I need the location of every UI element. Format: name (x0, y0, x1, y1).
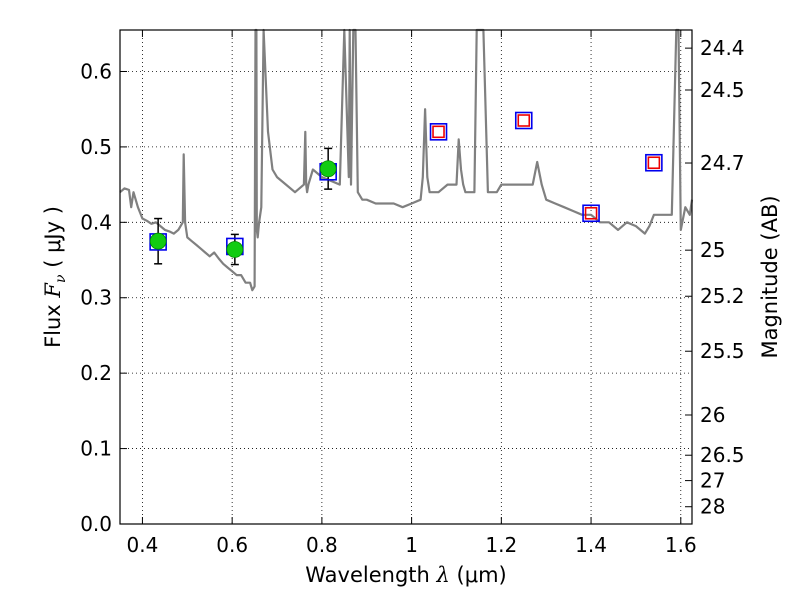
model-band-marker (645, 153, 663, 172)
model-band-marker (514, 111, 533, 130)
x-tick-label: 1.4 (575, 533, 607, 557)
model-band-marker (582, 204, 600, 223)
y-tick-label: 0.0 (80, 512, 112, 536)
x-tick-label: 1.2 (485, 533, 517, 557)
predicted-marker (584, 206, 598, 220)
observed-point (226, 241, 244, 258)
y2-tick-label: 24.4 (700, 36, 745, 60)
y-tick-label: 0.3 (80, 286, 112, 310)
chart-series (119, 28, 694, 292)
y2-tick-label: 24.7 (700, 151, 745, 175)
y2-tick-label: 24.5 (700, 78, 745, 102)
y2-tick-label: 25.5 (700, 339, 745, 363)
y2-tick-label: 28 (700, 495, 725, 519)
y-tick-label: 0.4 (80, 210, 112, 234)
y-tick-label: 0.6 (80, 59, 112, 83)
observed-point (149, 232, 167, 250)
model-band-marker (429, 123, 448, 141)
predicted-marker (432, 125, 445, 139)
model-sed-line (119, 28, 694, 292)
x-tick-label: 1.6 (665, 533, 697, 557)
y2-tick-label: 27 (700, 469, 725, 493)
y2-tick-label: 25 (700, 238, 725, 262)
plot-frame (119, 29, 693, 525)
observed-point (319, 160, 337, 178)
x-tick-label: 0.4 (127, 533, 159, 557)
y-tick-label: 0.2 (80, 361, 112, 385)
y-tick-label: 0.1 (80, 437, 112, 461)
y2-tick-label: 26.5 (700, 443, 745, 467)
axis-ticks: 0.4 0.6 0.8 1 1.2 1.4 1.6 0.0 0.1 0.2 0.3 0.4 0.5 0.6… (80, 30, 745, 557)
predicted-marker (647, 156, 661, 170)
grid-lines (120, 30, 692, 525)
y2-tick-label: 25.2 (700, 284, 745, 308)
x-tick-label: 1 (405, 533, 418, 557)
y-axis-label: Flux Fν ( μJy ) (41, 206, 69, 348)
predicted-marker (517, 114, 531, 127)
x-tick-label: 0.8 (306, 533, 338, 557)
y-tick-label: 0.5 (80, 135, 112, 159)
y2-tick-label: 26 (700, 403, 725, 427)
x-tick-label: 0.6 (216, 533, 248, 557)
y2-axis-label: Magnitude (AB) (758, 195, 782, 358)
x-axis-label: Wavelength λ (μm) (305, 563, 506, 587)
